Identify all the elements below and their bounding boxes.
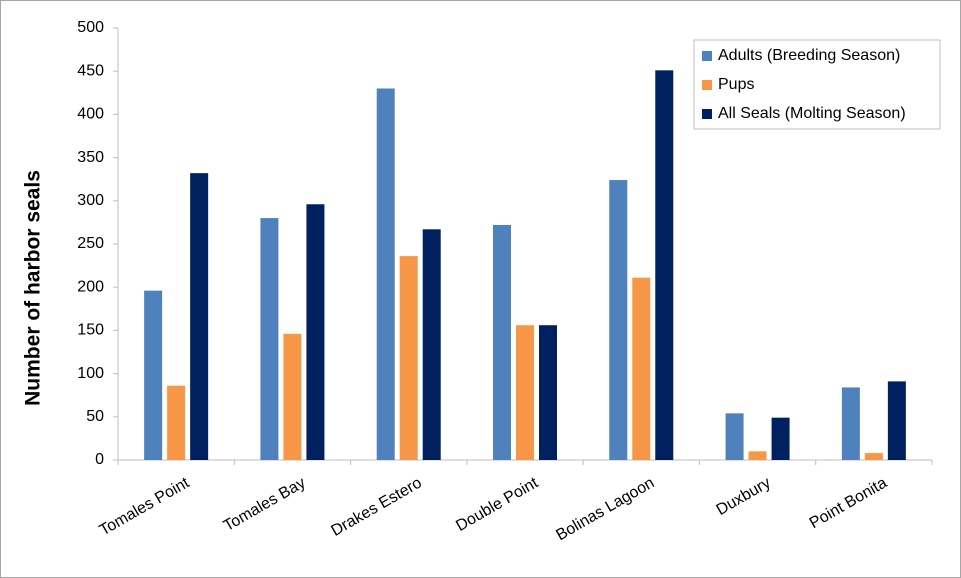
bar	[887, 381, 906, 460]
bar	[167, 385, 186, 460]
bar	[539, 325, 557, 460]
legend-label: Adults (Breeding Season)	[718, 47, 900, 64]
bar	[283, 333, 302, 460]
bar	[864, 453, 883, 460]
y-tick-label: 500	[77, 19, 104, 36]
bar	[725, 413, 744, 460]
y-tick-label: 400	[77, 106, 104, 123]
bar	[632, 277, 651, 460]
legend-label: All Seals (Molting Season)	[718, 105, 906, 122]
bar	[190, 173, 209, 461]
bar	[655, 70, 674, 460]
y-tick-label: 200	[77, 278, 104, 295]
y-tick-label: 150	[77, 322, 104, 339]
bar	[260, 218, 279, 460]
bar	[609, 180, 628, 460]
bar	[399, 256, 418, 460]
legend-swatch	[702, 80, 712, 90]
legend-swatch	[702, 51, 712, 61]
y-tick-label: 300	[77, 192, 104, 209]
y-tick-label: 450	[77, 62, 104, 79]
legend-label: Pups	[718, 76, 754, 93]
y-tick-label: 350	[77, 149, 104, 166]
bar	[376, 88, 395, 460]
y-tick-label: 250	[77, 235, 104, 252]
bar	[516, 325, 534, 460]
legend-box	[693, 39, 941, 130]
bar	[748, 451, 767, 460]
bar	[144, 290, 163, 460]
y-axis-title: Number of harbor seals	[22, 170, 45, 406]
legend-swatch	[702, 109, 712, 119]
y-tick-label: 0	[95, 451, 104, 468]
bar	[841, 387, 860, 460]
y-tick-label: 50	[86, 408, 104, 425]
bar	[493, 224, 511, 460]
bar	[422, 229, 441, 460]
y-tick-label: 100	[77, 365, 104, 382]
bar	[771, 417, 790, 460]
bar	[306, 204, 325, 460]
